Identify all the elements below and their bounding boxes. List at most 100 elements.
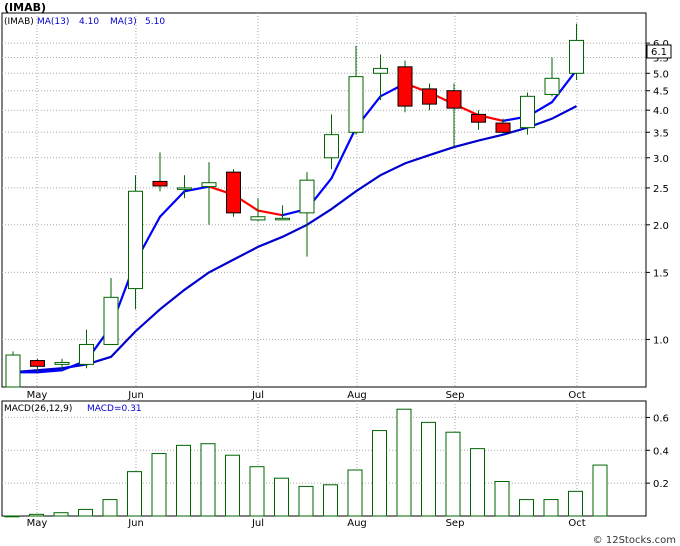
macd-bar — [249, 466, 265, 517]
price-x-tick-label: May — [27, 390, 48, 401]
macd-bar — [298, 485, 314, 517]
candle-body-down — [152, 180, 168, 187]
macd-bar — [102, 499, 118, 517]
macd-bar — [225, 454, 240, 517]
candle — [30, 358, 45, 373]
candle-body-up — [177, 187, 192, 190]
price-y-tick-label: 4.0 — [653, 106, 669, 117]
macd-bar — [151, 453, 167, 517]
macd-x-axis: May Jun Jul Aug Sep Oct — [27, 518, 586, 529]
macd-bar — [127, 471, 142, 517]
macd-bar — [494, 481, 510, 517]
candle — [299, 172, 315, 257]
candle — [275, 205, 290, 221]
macd-bar — [396, 408, 412, 517]
candle — [324, 114, 339, 170]
macd-bar — [470, 448, 485, 517]
candle — [201, 162, 217, 225]
macd-bar — [445, 431, 461, 517]
macd-x-tick-label: Sep — [446, 518, 465, 529]
ma3-legend-value: 5.10 — [145, 17, 165, 27]
ma3-segment — [36, 369, 64, 374]
price-y-tick-label: 4.5 — [653, 87, 669, 98]
candle-body-down — [495, 122, 511, 133]
candle — [250, 198, 266, 222]
ma-long-series — [12, 105, 578, 374]
ticker-title: (IMAB) — [4, 1, 46, 14]
macd-bar — [592, 464, 608, 517]
ma3-segment — [256, 209, 284, 217]
macd-bar — [53, 512, 69, 517]
candle-body-down — [471, 113, 486, 123]
candle — [152, 152, 168, 192]
candle-body-up — [128, 190, 143, 290]
candle-body-up — [373, 67, 388, 74]
macd-bar — [200, 443, 216, 517]
candle-body-up — [201, 182, 217, 188]
candle-body-down — [422, 88, 437, 105]
price-y-tick-label: 3.5 — [653, 128, 669, 139]
macd-x-tick-label: Oct — [568, 518, 585, 529]
ma3-segment — [550, 68, 578, 104]
macd-bar — [4, 515, 20, 518]
macd-x-tick-label: Jun — [127, 518, 144, 529]
candle — [103, 277, 119, 345]
macd-bar — [176, 444, 191, 517]
price-y-tick-label: 1.0 — [653, 335, 669, 346]
candle-body-up — [250, 216, 266, 221]
candle — [373, 54, 388, 101]
candle-body-up — [299, 179, 315, 214]
ma3-segment — [183, 185, 211, 193]
candle-body-up — [79, 343, 94, 365]
macd-bar — [274, 477, 289, 517]
candle-body-down — [397, 66, 413, 107]
ticker-watermark: (IMAB) — [4, 17, 34, 27]
macd-x-tick-label: Aug — [347, 518, 367, 529]
candle — [128, 175, 143, 310]
price-x-tick-label: Aug — [347, 390, 367, 401]
last-price-box — [646, 44, 672, 59]
macd-y-tick-label: 0.6 — [653, 413, 669, 424]
macd-bar — [568, 490, 583, 517]
macd-legend-params: MACD(26,12,9) — [4, 404, 72, 414]
last-price-label: 6.1 — [651, 47, 667, 58]
macd-bar — [347, 469, 363, 517]
price-x-tick-label: Jul — [251, 390, 264, 401]
price-x-tick-label: Sep — [446, 390, 465, 401]
candle — [569, 23, 584, 81]
ma13-legend-value: 4.10 — [79, 17, 99, 27]
candle — [54, 358, 70, 371]
candle-body-up — [275, 217, 290, 221]
candle — [348, 45, 364, 135]
price-x-tick-label: Jun — [127, 390, 144, 401]
macd-bar — [323, 484, 338, 517]
watermark: © 12Stocks.com — [593, 535, 676, 546]
price-y-tick-label: 2.5 — [653, 184, 669, 195]
macd-y-tick-label: 0.4 — [653, 446, 669, 457]
price-x-tick-label: Oct — [568, 390, 585, 401]
candle-body-up — [520, 95, 535, 129]
price-panel-frame — [1, 12, 647, 388]
macd-x-tick-label: Jul — [251, 518, 264, 529]
macd-bar-series — [4, 408, 608, 518]
price-x-axis: May Jun Jul Aug Sep Oct — [27, 390, 586, 401]
macd-y-tick-label: 0.2 — [653, 479, 669, 490]
candle — [520, 92, 535, 135]
price-y-tick-label: 5.5 — [653, 54, 669, 65]
ma3-segment — [330, 126, 358, 180]
ma3-legend-label: MA(3) — [110, 17, 137, 27]
candle — [471, 110, 486, 130]
candle — [79, 329, 94, 369]
candle — [177, 175, 192, 199]
price-y-tick-label: 1.5 — [653, 268, 669, 279]
candle — [397, 60, 413, 113]
price-y-axis: 1.01.52.02.53.03.54.04.55.05.56.0 — [646, 39, 669, 346]
price-y-tick-label: 5.0 — [653, 69, 669, 80]
macd-bar — [519, 499, 534, 517]
candlestick-series — [5, 23, 584, 388]
macd-bar — [372, 430, 387, 517]
macd-legend-value: MACD=0.31 — [87, 404, 142, 414]
ma13-line — [12, 105, 578, 374]
candle-body-down — [226, 171, 241, 214]
macd-bar — [78, 508, 93, 517]
